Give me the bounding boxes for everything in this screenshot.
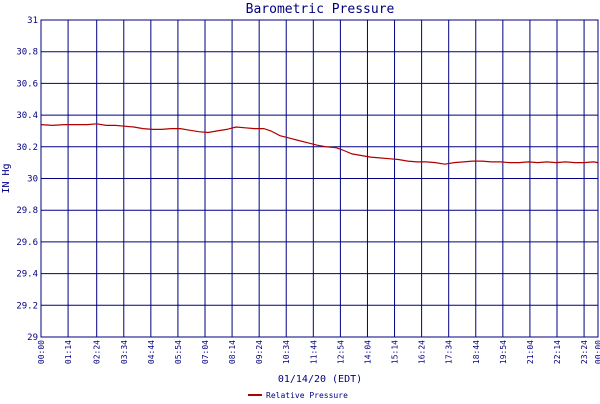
- x-tick-label: 17:34: [445, 340, 454, 364]
- series-line-relative-pressure: [40, 123, 599, 165]
- y-tick-label: 29.4: [16, 270, 38, 280]
- x-tick-label: 04:44: [147, 340, 156, 364]
- x-tick-label: 10:34: [282, 340, 291, 364]
- x-tick-label: 00:00: [37, 340, 46, 364]
- x-axis-ticks: 00:00 01:14 02:24 03:34 04:44 05:54 07:04 08:14…: [37, 340, 600, 364]
- x-tick-label: 18:44: [472, 340, 481, 364]
- x-tick-label: 00:00: [594, 340, 600, 364]
- plot-frame: [40, 19, 599, 338]
- x-tick-label: 16:24: [418, 340, 427, 364]
- legend-label: Relative Pressure: [266, 391, 348, 400]
- x-tick-label: 23:24: [580, 340, 589, 364]
- x-tick-label: 14:04: [363, 340, 372, 364]
- x-tick-label: 12:54: [336, 340, 345, 364]
- y-tick-label: 29.2: [16, 301, 38, 311]
- y-tick-label: 30.8: [16, 48, 38, 58]
- legend: Relative Pressure: [248, 391, 348, 400]
- x-axis-label: 01/14/20 (EDT): [278, 374, 362, 385]
- x-tick-label: 03:34: [120, 340, 129, 364]
- x-tick-label: 01:14: [64, 340, 73, 364]
- y-tick-label: 29.8: [16, 206, 38, 216]
- y-tick-label: 29: [27, 333, 38, 343]
- y-tick-label: 30.6: [16, 79, 38, 89]
- x-tick-label: 09:24: [255, 340, 264, 364]
- x-tick-label: 02:24: [93, 340, 102, 364]
- y-tick-label: 29.6: [16, 238, 38, 248]
- x-tick-label: 22:14: [553, 340, 562, 364]
- grid: [40, 19, 599, 338]
- x-tick-label: 19:54: [499, 340, 508, 364]
- x-tick-label: 05:54: [174, 340, 183, 364]
- x-tick-label: 11:44: [309, 340, 318, 364]
- y-tick-label: 31: [27, 16, 38, 26]
- y-axis-label: IN Hg: [1, 163, 12, 193]
- y-tick-label: 30.4: [16, 111, 38, 121]
- y-tick-label: 30.2: [16, 143, 38, 153]
- y-tick-label: 30: [27, 175, 38, 185]
- x-tick-label: 21:04: [526, 340, 535, 364]
- x-tick-label: 07:04: [201, 340, 210, 364]
- chart-title: Barometric Pressure: [246, 2, 395, 17]
- y-axis-ticks: 29 29.2 29.4 29.6 29.8 30 30.2 30.4 30.6 30.8 31: [16, 16, 38, 343]
- x-tick-label: 15:14: [391, 340, 400, 364]
- x-tick-label: 08:14: [228, 340, 237, 364]
